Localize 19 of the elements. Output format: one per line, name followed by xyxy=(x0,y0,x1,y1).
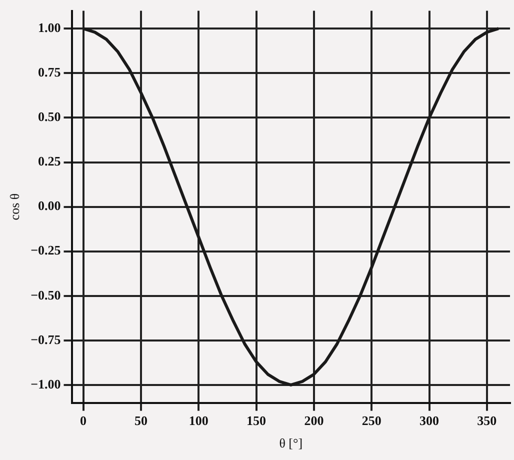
y-tick-label: 0.25 xyxy=(38,154,62,169)
y-tick-label: −0.50 xyxy=(30,287,61,302)
x-tick-label: 350 xyxy=(477,412,497,428)
x-tick-label: 100 xyxy=(188,412,208,428)
x-tick-label: 200 xyxy=(304,412,324,428)
y-tick-label: −0.75 xyxy=(30,332,62,347)
y-tick-label: 0.50 xyxy=(38,109,61,124)
x-tick-label: 300 xyxy=(420,412,440,428)
y-tick-label: 1.00 xyxy=(38,20,61,35)
y-tick-label: −1.00 xyxy=(30,376,61,392)
x-axis-title: θ [°] xyxy=(279,436,303,451)
x-tick-label: 50 xyxy=(134,412,148,428)
x-tick-label: 0 xyxy=(80,412,87,428)
y-tick-label: 0.75 xyxy=(38,64,62,80)
y-tick-label: −0.25 xyxy=(30,242,62,258)
y-axis-title: cos θ xyxy=(7,193,22,220)
x-tick-label: 250 xyxy=(362,412,382,428)
x-tick-label: 150 xyxy=(246,412,266,428)
y-tick-label: 0.00 xyxy=(38,198,61,214)
